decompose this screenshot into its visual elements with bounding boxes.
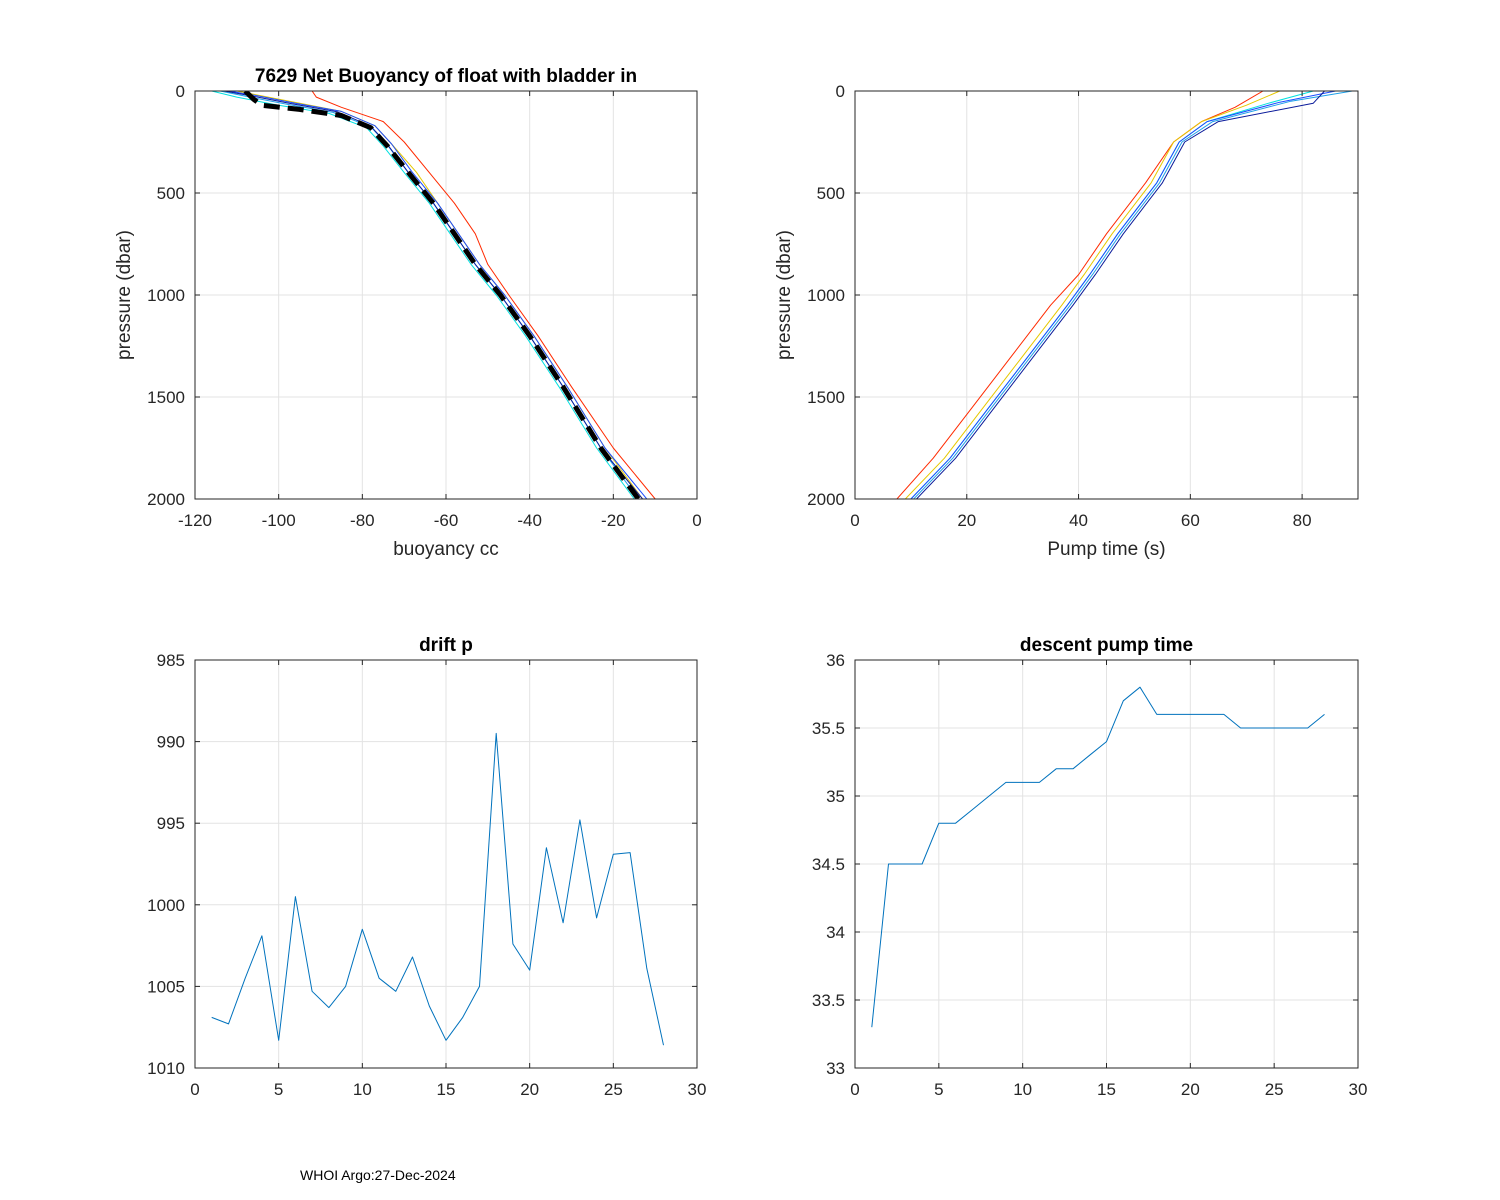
driftp-ytick-label: 1005 xyxy=(147,977,185,996)
buoyancy-xtick-label: -120 xyxy=(178,511,212,530)
pumptime-ytick-label: 1000 xyxy=(807,286,845,305)
buoyancy-axes: -120 -100 -80 -60 -40 -20 0 0 500 1000 1500 2000 762… xyxy=(114,66,702,560)
buoyancy-series-profile-blue xyxy=(228,91,648,499)
pumptime-series-profile-lightblue xyxy=(913,91,1353,499)
driftp-ytick-label: 1010 xyxy=(147,1059,185,1078)
driftp-xtick-label: 25 xyxy=(604,1080,623,1099)
buoyancy-xtick-label: -100 xyxy=(262,511,296,530)
pumptime-ytick-label: 1500 xyxy=(807,388,845,407)
descentpump-series-group xyxy=(871,686,1325,1028)
descentpump-title: descent pump time xyxy=(1020,635,1193,656)
driftp-title: drift p xyxy=(419,635,473,656)
buoyancy-series-group xyxy=(211,91,656,499)
descentpump-xtick-label: 25 xyxy=(1265,1080,1284,1099)
pumptime-xtick-label: 20 xyxy=(957,511,976,530)
buoyancy-ytick-label: 2000 xyxy=(147,490,185,509)
pumptime-ytick-label: 0 xyxy=(836,82,845,101)
buoyancy-xtick-label: -60 xyxy=(434,511,459,530)
descentpump-ytick-label: 35 xyxy=(826,787,845,806)
buoyancy-xtick-label: -20 xyxy=(601,511,626,530)
driftp-xtick-label: 20 xyxy=(520,1080,539,1099)
descentpump-xtick-label: 30 xyxy=(1349,1080,1368,1099)
pumptime-series-group xyxy=(896,91,1353,499)
descentpump-ytick-label: 33 xyxy=(826,1059,845,1078)
driftp-axes: 0 5 10 15 20 25 30 985 990 995 1000 1005 1010 drift p xyxy=(147,635,706,1099)
driftp-ytick-label: 995 xyxy=(157,814,185,833)
descentpump-ytick-label: 35.5 xyxy=(812,719,845,738)
buoyancy-ytick-label: 500 xyxy=(157,184,185,203)
descentpump-xtick-label: 5 xyxy=(934,1080,943,1099)
driftp-ytick-label: 985 xyxy=(157,651,185,670)
pumptime-series-profile-blue xyxy=(910,91,1336,499)
driftp-xtick-label: 0 xyxy=(190,1080,199,1099)
buoyancy-ytick-label: 1000 xyxy=(147,286,185,305)
buoyancy-xtick-label: -80 xyxy=(350,511,375,530)
pumptime-series-profile-darkblue xyxy=(916,91,1325,499)
descentpump-ytick-label: 34.5 xyxy=(812,855,845,874)
pumptime-ytick-label: 2000 xyxy=(807,490,845,509)
driftp-xtick-label: 5 xyxy=(274,1080,283,1099)
driftp-xtick-label: 10 xyxy=(353,1080,372,1099)
buoyancy-title: 7629 Net Buoyancy of float with bladder … xyxy=(255,66,637,87)
driftp-ytick-label: 990 xyxy=(157,733,185,752)
driftp-xtick-label: 30 xyxy=(688,1080,707,1099)
buoyancy-series-profile-red xyxy=(311,91,656,499)
driftp-xtick-label: 15 xyxy=(437,1080,456,1099)
descentpump-xtick-label: 10 xyxy=(1013,1080,1032,1099)
descentpump-xtick-label: 0 xyxy=(850,1080,859,1099)
pumptime-axes: 0 20 40 60 80 0 500 1000 1500 2000 Pump time (s) pr… xyxy=(774,82,1359,560)
buoyancy-ytick-label: 0 xyxy=(176,82,185,101)
pumptime-xlabel: Pump time (s) xyxy=(1047,539,1165,560)
pumptime-series-profile-yellow xyxy=(904,91,1280,499)
buoyancy-xtick-label: 0 xyxy=(692,511,701,530)
buoyancy-ytick-label: 1500 xyxy=(147,388,185,407)
descentpump-xtick-label: 20 xyxy=(1181,1080,1200,1099)
pumptime-xtick-label: 80 xyxy=(1293,511,1312,530)
descentpump-ytick-label: 36 xyxy=(826,651,845,670)
descentpump-axes: 0 5 10 15 20 25 30 33 33.5 34 34.5 35 35.5 36 descent … xyxy=(812,635,1368,1099)
pumptime-ylabel: pressure (dbar) xyxy=(774,230,795,360)
footer-label: WHOI Argo:27-Dec-2024 xyxy=(300,1167,456,1183)
pumptime-xtick-label: 0 xyxy=(850,511,859,530)
driftp-ytick-label: 1000 xyxy=(147,896,185,915)
buoyancy-xtick-label: -40 xyxy=(517,511,542,530)
buoyancy-xlabel: buoyancy cc xyxy=(393,539,499,560)
driftp-series-group xyxy=(211,732,664,1046)
descentpump-ytick-label: 33.5 xyxy=(812,991,845,1010)
pumptime-xtick-label: 60 xyxy=(1181,511,1200,530)
pumptime-ytick-label: 500 xyxy=(817,184,845,203)
descentpump-ytick-label: 34 xyxy=(826,923,845,942)
buoyancy-ylabel: pressure (dbar) xyxy=(114,230,135,360)
driftp-series-drift-p xyxy=(211,732,664,1046)
descentpump-xtick-label: 15 xyxy=(1097,1080,1116,1099)
pumptime-xtick-label: 40 xyxy=(1069,511,1088,530)
descentpump-series-descent-pump-time xyxy=(871,686,1325,1028)
